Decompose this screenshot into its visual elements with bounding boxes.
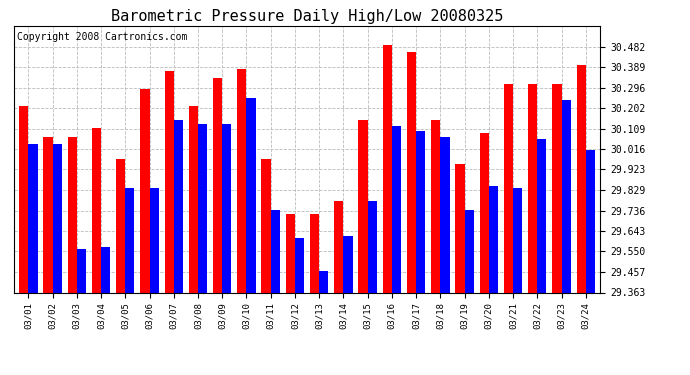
Bar — [164, 71, 174, 292]
Bar — [344, 236, 353, 292]
Bar — [504, 84, 513, 292]
Bar — [43, 137, 52, 292]
Bar — [52, 144, 62, 292]
Bar — [222, 124, 231, 292]
Bar — [528, 84, 538, 292]
Bar — [77, 249, 86, 292]
Bar — [586, 150, 595, 292]
Bar — [562, 100, 571, 292]
Bar — [174, 120, 183, 292]
Bar — [319, 271, 328, 292]
Bar — [262, 159, 270, 292]
Title: Barometric Pressure Daily High/Low 20080325: Barometric Pressure Daily High/Low 20080… — [111, 9, 503, 24]
Bar — [455, 164, 464, 292]
Bar — [513, 188, 522, 292]
Bar — [368, 201, 377, 292]
Bar — [189, 106, 198, 292]
Bar — [246, 98, 256, 292]
Text: Copyright 2008 Cartronics.com: Copyright 2008 Cartronics.com — [17, 32, 187, 42]
Bar — [440, 137, 450, 292]
Bar — [383, 45, 392, 292]
Bar — [213, 78, 222, 292]
Bar — [577, 65, 586, 292]
Bar — [416, 130, 425, 292]
Bar — [392, 126, 401, 292]
Bar — [237, 69, 246, 292]
Bar — [552, 84, 562, 292]
Bar — [126, 188, 135, 292]
Bar — [19, 106, 28, 292]
Bar — [140, 89, 150, 292]
Bar — [116, 159, 126, 292]
Bar — [198, 124, 207, 292]
Bar — [538, 140, 546, 292]
Bar — [334, 201, 344, 292]
Bar — [150, 188, 159, 292]
Bar — [28, 144, 37, 292]
Bar — [68, 137, 77, 292]
Bar — [431, 120, 440, 292]
Bar — [310, 214, 319, 292]
Bar — [480, 133, 489, 292]
Bar — [358, 120, 368, 292]
Bar — [295, 238, 304, 292]
Bar — [489, 186, 498, 292]
Bar — [286, 214, 295, 292]
Bar — [270, 210, 280, 292]
Bar — [92, 128, 101, 292]
Bar — [464, 210, 474, 292]
Bar — [407, 51, 416, 292]
Bar — [101, 247, 110, 292]
